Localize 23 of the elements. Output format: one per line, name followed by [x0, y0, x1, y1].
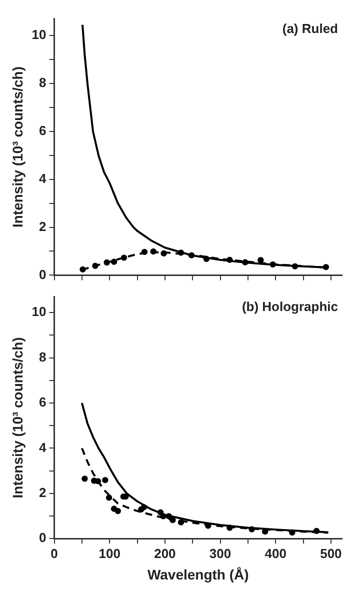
y-tick-label: 2 — [39, 484, 46, 500]
annotation: (a) Ruled — [282, 20, 338, 36]
x-tick-label: 0 — [50, 546, 58, 561]
y-tick-label: 8 — [39, 349, 46, 364]
y-tick-label: 2 — [39, 218, 46, 234]
x-tick-label: 300 — [209, 546, 232, 561]
y-axis-title: Intensity (10³ counts/ch) — [9, 66, 26, 228]
y-tick-label: 10 — [32, 304, 46, 320]
x-axis-title: Wavelength (Å) — [147, 566, 249, 582]
x-tick-label: 100 — [98, 546, 120, 561]
y-tick-label: 10 — [32, 27, 46, 42]
y-tick-label: 0 — [39, 530, 46, 546]
y-axis-title: Intensity (10³ counts/ch) — [9, 337, 26, 498]
x-tick-label: 500 — [320, 546, 342, 561]
y-tick-label: 6 — [39, 123, 46, 138]
y-tick-label: 0 — [39, 266, 46, 282]
y-tick-label: 6 — [39, 394, 46, 410]
x-tick-label: 200 — [154, 546, 176, 561]
y-tick-label: 4 — [39, 440, 48, 455]
x-tick-label: 400 — [264, 546, 286, 561]
y-tick-label: 4 — [39, 170, 48, 186]
annotation: (b) Holographic — [242, 298, 338, 314]
y-tick-label: 8 — [39, 75, 46, 90]
